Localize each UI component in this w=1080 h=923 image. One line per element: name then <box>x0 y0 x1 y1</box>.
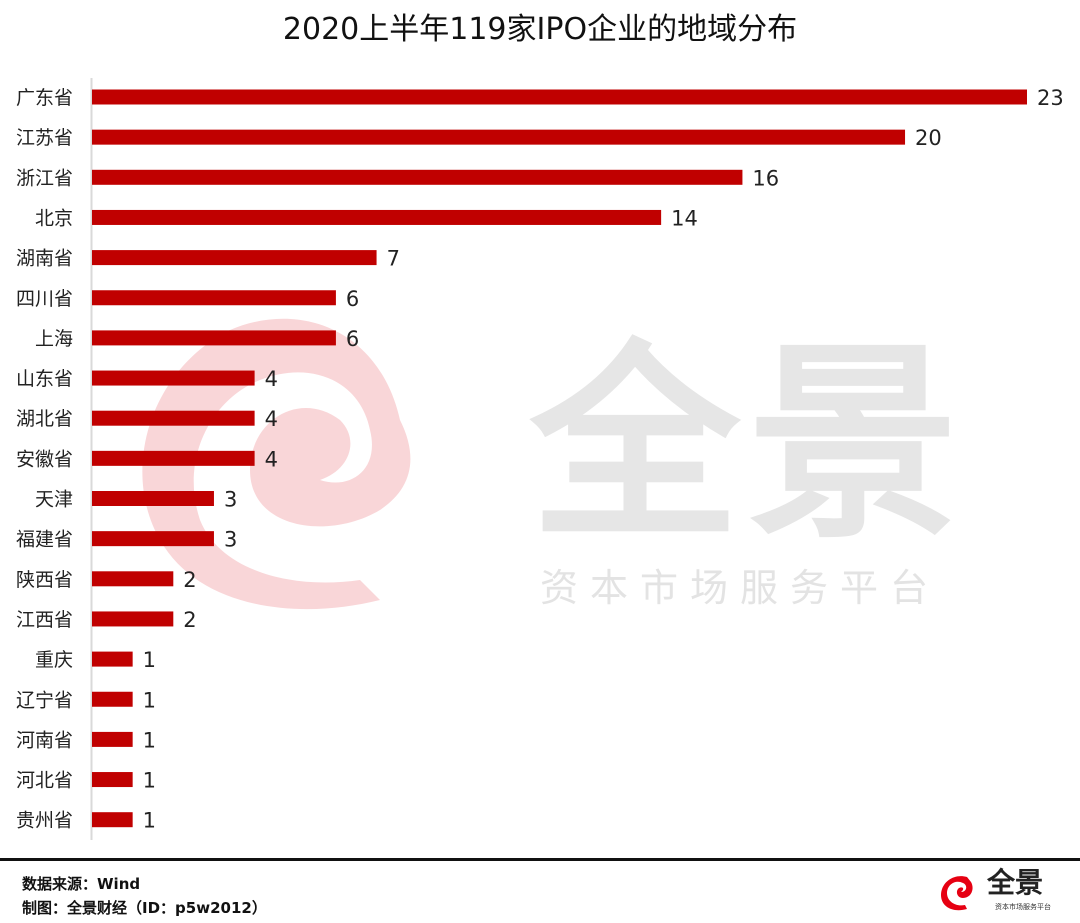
category-label: 安徽省 <box>16 448 73 470</box>
watermark-tagline: 资本市场服务平台 <box>540 566 941 610</box>
data-label: 1 <box>143 688 156 712</box>
bar-安徽省 <box>92 450 255 466</box>
category-label: 辽宁省 <box>16 689 73 711</box>
data-label: 14 <box>671 206 698 230</box>
bar-贵州省 <box>92 812 133 828</box>
category-label: 上海 <box>35 328 73 350</box>
bar-福建省 <box>92 531 214 547</box>
bar-湖北省 <box>92 410 255 426</box>
data-label: 2 <box>183 608 196 632</box>
category-label: 湖南省 <box>16 248 73 270</box>
chart-title: 2020上半年119家IPO企业的地域分布 <box>282 12 798 47</box>
watermark-swirl-icon <box>142 318 411 610</box>
category-label: 山东省 <box>16 368 73 390</box>
logo-swirl-icon <box>941 876 973 911</box>
data-label: 4 <box>265 367 278 391</box>
bar-天津 <box>92 491 214 506</box>
bar-四川省 <box>92 290 336 306</box>
footer-divider <box>0 858 1080 861</box>
category-label: 江苏省 <box>16 127 73 149</box>
category-label: 陕西省 <box>16 569 73 591</box>
data-label: 1 <box>143 809 156 833</box>
category-label: 福建省 <box>16 529 73 551</box>
brand-logo: 全景 资本市场服务平台 <box>935 865 1065 915</box>
bar-湖南省 <box>92 250 377 266</box>
bar-河南省 <box>92 731 133 747</box>
data-label: 6 <box>346 327 359 351</box>
category-label: 北京 <box>35 207 73 229</box>
category-label: 广东省 <box>16 87 73 109</box>
data-label: 2 <box>183 568 196 592</box>
data-label: 1 <box>143 728 156 752</box>
bar-广东省 <box>92 89 1027 105</box>
bar-河北省 <box>92 772 133 788</box>
bar-重庆 <box>92 651 133 667</box>
bar-辽宁省 <box>92 691 133 707</box>
category-label: 河北省 <box>16 770 73 792</box>
data-label: 1 <box>143 648 156 672</box>
data-source: 数据来源：Wind <box>22 875 141 893</box>
bar-北京 <box>92 209 662 225</box>
data-label: 3 <box>224 488 237 512</box>
bar-浙江省 <box>92 169 743 185</box>
category-label: 四川省 <box>16 288 73 310</box>
category-label: 江西省 <box>16 609 73 631</box>
data-label: 4 <box>265 447 278 471</box>
data-label: 20 <box>915 126 942 150</box>
data-label: 16 <box>752 166 779 190</box>
bar-江西省 <box>92 611 174 627</box>
data-label: 23 <box>1037 86 1064 110</box>
chart-credit: 制图：全景财经（ID：p5w2012） <box>22 899 267 917</box>
category-label: 重庆 <box>35 649 73 671</box>
bar-江苏省 <box>92 129 906 145</box>
category-label: 浙江省 <box>16 167 73 189</box>
data-label: 1 <box>143 769 156 793</box>
logo-text: 全景 <box>987 866 1044 899</box>
bar-山东省 <box>92 370 255 386</box>
data-label: 7 <box>387 247 400 271</box>
bar-上海 <box>92 330 336 346</box>
bar-陕西省 <box>92 571 174 587</box>
category-label: 河南省 <box>16 729 73 751</box>
data-label: 3 <box>224 528 237 552</box>
logo-tagline: 资本市场服务平台 <box>995 903 1051 911</box>
category-label: 贵州省 <box>16 810 73 832</box>
category-label: 湖北省 <box>16 408 73 430</box>
watermark-brand: 全景 <box>530 322 967 567</box>
data-label: 4 <box>265 407 278 431</box>
data-label: 6 <box>346 287 359 311</box>
category-label: 天津 <box>35 489 73 511</box>
